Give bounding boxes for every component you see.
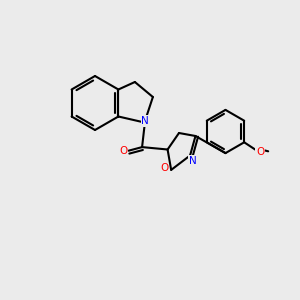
Text: O: O (256, 147, 264, 157)
Text: N: N (189, 156, 196, 166)
Text: O: O (119, 146, 127, 156)
Text: N: N (141, 116, 149, 126)
Text: O: O (160, 164, 169, 173)
